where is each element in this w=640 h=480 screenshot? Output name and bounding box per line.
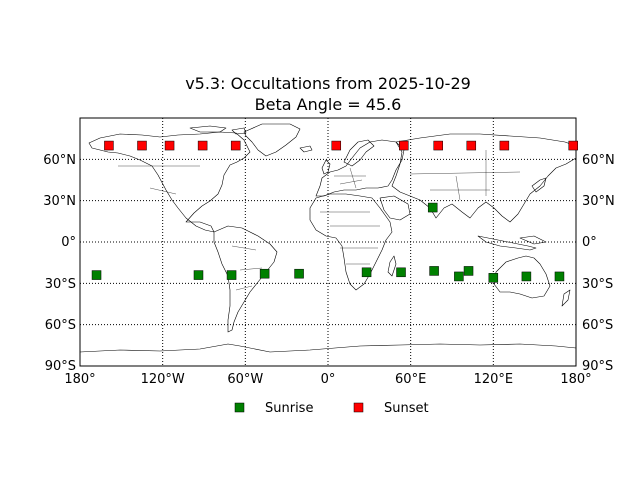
- sunrise-marker-12: [521, 271, 532, 282]
- sunset-marker-7: [399, 140, 409, 151]
- sunset-marker-5: [230, 140, 241, 151]
- sunrise-marker-9: [463, 266, 474, 276]
- chart-title: v5.3: Occultations from 2025-10-29: [185, 74, 471, 93]
- japan-outline: [531, 177, 547, 193]
- sunset-marker-11: [568, 140, 578, 151]
- sunset-marker-3: [164, 140, 175, 151]
- country-borders: [118, 150, 521, 291]
- madagascar-outline: [387, 255, 397, 277]
- asia-borders: [409, 150, 521, 201]
- legend-label-sunset: Sunset: [384, 401, 429, 416]
- sunset-marker-2: [137, 140, 147, 151]
- y-tick-label-left-90s: 90°S: [45, 359, 76, 374]
- y-tick-label-right-60n: 60°N: [582, 153, 615, 168]
- legend-swatch-sunset: [353, 402, 364, 413]
- sunrise-marker-6: [361, 267, 372, 278]
- arctic-islands-outline: [189, 125, 247, 135]
- chart-subtitle: Beta Angle = 45.6: [255, 95, 402, 114]
- sunrise-marker-8: [429, 266, 439, 276]
- y-tick-label-left-60n: 60°N: [43, 153, 76, 168]
- sunrise-marker-3: [226, 270, 237, 280]
- graticule: [80, 118, 576, 366]
- x-tick-label-60e: 60°E: [395, 372, 426, 387]
- legend-label-sunrise: Sunrise: [265, 401, 313, 416]
- north-america-outline: [88, 131, 251, 233]
- y-tick-label-left-30s: 30°S: [45, 277, 76, 292]
- antarctica-outline: [80, 343, 576, 353]
- y-tick-label-right-30n: 30°N: [582, 194, 615, 209]
- australia-outline: [493, 255, 551, 299]
- sunrise-marker-10: [454, 271, 464, 282]
- sunset-marker-4: [197, 140, 208, 151]
- arabia-outline: [379, 195, 411, 221]
- y-tick-label-right-30s: 30°S: [582, 277, 613, 292]
- y-tick-label-right-60s: 60°S: [582, 318, 613, 333]
- british-isles-outline: [299, 145, 331, 175]
- sunrise-marker-11: [488, 273, 499, 283]
- africa-borders: [320, 211, 380, 265]
- sunrise-marker-5: [294, 268, 304, 279]
- sunrise-marker-14: [427, 202, 438, 213]
- asia-outline: [391, 133, 576, 223]
- x-tick-label-180w: 180°: [64, 372, 95, 387]
- sunrise-marker-2: [193, 270, 204, 280]
- y-tick-labels-left: 60°N 30°N 0° 30°S 60°S 90°S: [43, 153, 76, 374]
- y-tick-label-right-0: 0°: [582, 235, 597, 250]
- new-guinea-outline: [519, 235, 547, 245]
- indonesia-outline: [477, 235, 537, 251]
- sunrise-marker-1: [91, 270, 102, 280]
- africa-outline: [309, 193, 393, 291]
- x-tick-labels: 180° 120°W 60°W 0° 60°E 120°E 180°: [64, 372, 591, 387]
- y-tick-labels-right: 60°N 30°N 0° 30°S 60°S 90°S: [582, 153, 615, 374]
- y-tick-label-left-60s: 60°S: [45, 318, 76, 333]
- south-america-borders: [231, 245, 263, 291]
- markers-layer: [91, 140, 578, 283]
- scandinavia-outline: [343, 139, 375, 167]
- sunset-marker-10: [499, 140, 510, 151]
- y-tick-label-left-30n: 30°N: [43, 194, 76, 209]
- x-tick-label-120e: 120°E: [474, 372, 514, 387]
- y-tick-label-left-0: 0°: [61, 235, 76, 250]
- legend-swatch-sunrise: [234, 402, 245, 413]
- sunrise-marker-13: [554, 271, 565, 282]
- x-tick-label-120w: 120°W: [141, 372, 185, 387]
- europe-borders: [334, 167, 366, 189]
- sunrise-marker-4: [259, 268, 270, 279]
- x-tick-label-60w: 60°W: [227, 372, 263, 387]
- x-tick-label-0: 0°: [321, 372, 336, 387]
- sunset-marker-1: [104, 140, 114, 151]
- sunrise-marker-7: [396, 267, 406, 278]
- y-tick-label-right-90s: 90°S: [582, 359, 613, 374]
- sunset-marker-6: [331, 140, 342, 151]
- x-tick-label-180e: 180°: [560, 372, 591, 387]
- legend: Sunrise Sunset: [234, 401, 429, 416]
- map-frame: [79, 117, 577, 367]
- greenland-outline: [243, 123, 301, 157]
- south-america-outline: [213, 225, 278, 333]
- sunset-marker-8: [433, 140, 443, 151]
- new-zealand-outline: [561, 289, 571, 307]
- sunset-marker-9: [466, 140, 477, 151]
